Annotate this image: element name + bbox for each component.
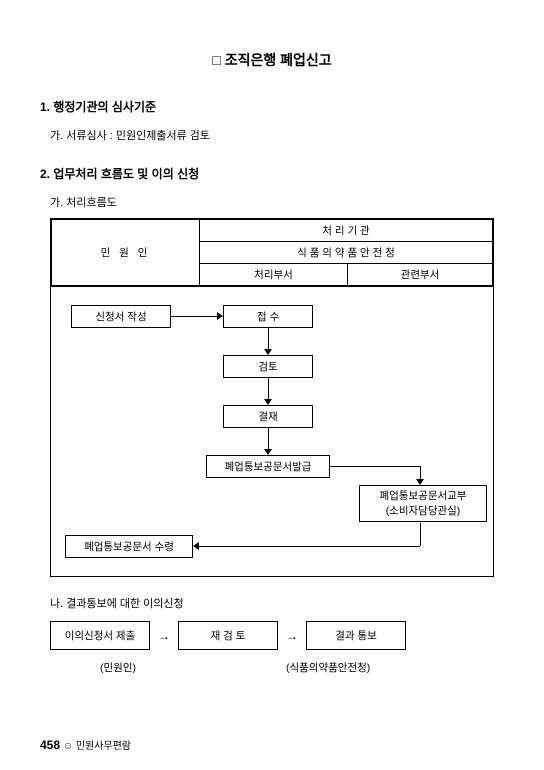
page-footer: 458 ☺ 민원사무편람 <box>40 737 131 752</box>
arrowhead-down-icon <box>264 399 272 405</box>
objection-label-1: (민원인) <box>100 660 136 675</box>
node-deliver-l1: 폐업통보공문서교부 <box>380 489 467 504</box>
flowchart-body: 신청서 작성 접 수 검토 결재 폐업통보공문서발급 폐업통보공문서교부 (소비… <box>51 286 493 576</box>
section1-item: 가. 서류심사 : 민원인제출서류 검토 <box>50 127 504 143</box>
arrow <box>268 327 269 349</box>
section2-sub-b: 나. 결과통보에 대한 이의신청 <box>50 595 504 611</box>
arrow <box>171 316 217 317</box>
node-issue: 폐업통보공문서발급 <box>206 455 330 478</box>
node-apply: 신청서 작성 <box>71 305 171 328</box>
objection-labels: (민원인) (식품의약품안전청) <box>50 660 504 675</box>
section1-heading: 1. 행정기관의 심사기준 <box>40 98 504 115</box>
section2-sub-a: 가. 처리흐름도 <box>50 194 504 210</box>
arrowhead-down-icon <box>264 349 272 355</box>
section2-heading: 2. 업무처리 흐름도 및 이의 신청 <box>40 165 504 182</box>
flowchart: 민 원 인 처 리 기 관 식 품 의 약 품 안 전 청 처리부서 관련부서 … <box>50 218 494 577</box>
arrowhead-down-icon <box>264 449 272 455</box>
objection-box-2: 재 검 토 <box>178 621 278 650</box>
hdr-col2-mid: 식 품 의 약 품 안 전 청 <box>200 242 493 264</box>
arrow <box>268 377 269 399</box>
node-review: 검토 <box>223 355 313 378</box>
arrowhead-down-icon <box>416 479 424 485</box>
arrow <box>420 466 421 479</box>
arrow <box>268 427 269 449</box>
arrow <box>330 466 420 467</box>
node-approve: 결재 <box>223 405 313 428</box>
book-title: 민원사무편람 <box>76 741 131 752</box>
node-deliver: 폐업통보공문서교부 (소비자담당관실) <box>359 485 487 522</box>
objection-box-1: 이의신청서 제출 <box>50 621 150 650</box>
node-receive: 접 수 <box>223 305 313 328</box>
hdr-col2-top: 처 리 기 관 <box>200 220 493 242</box>
arrow <box>199 546 420 547</box>
arrow-right-icon: → <box>286 629 298 643</box>
arrowhead-left-icon <box>193 542 199 550</box>
node-deliver-l2: (소비자담당관실) <box>386 504 461 519</box>
page-number: 458 <box>40 738 60 752</box>
objection-row: 이의신청서 제출 → 재 검 토 → 결과 통보 <box>50 621 504 650</box>
arrow <box>420 523 421 546</box>
node-receipt: 폐업통보공문서 수령 <box>65 535 193 558</box>
arrowhead-right-icon <box>217 312 223 320</box>
objection-box-3: 결과 통보 <box>306 621 406 650</box>
hdr-col2-l: 처리부서 <box>200 264 348 286</box>
hdr-col1: 민 원 인 <box>52 220 200 286</box>
page-title: □ 조직은행 폐업신고 <box>40 50 504 70</box>
flowchart-header: 민 원 인 처 리 기 관 식 품 의 약 품 안 전 청 처리부서 관련부서 <box>51 219 493 286</box>
objection-label-2: (식품의약품안전청) <box>286 660 370 675</box>
hdr-col2-r: 관련부서 <box>348 264 493 286</box>
smiley-icon: ☺ <box>63 741 76 752</box>
arrow-right-icon: → <box>158 629 170 643</box>
